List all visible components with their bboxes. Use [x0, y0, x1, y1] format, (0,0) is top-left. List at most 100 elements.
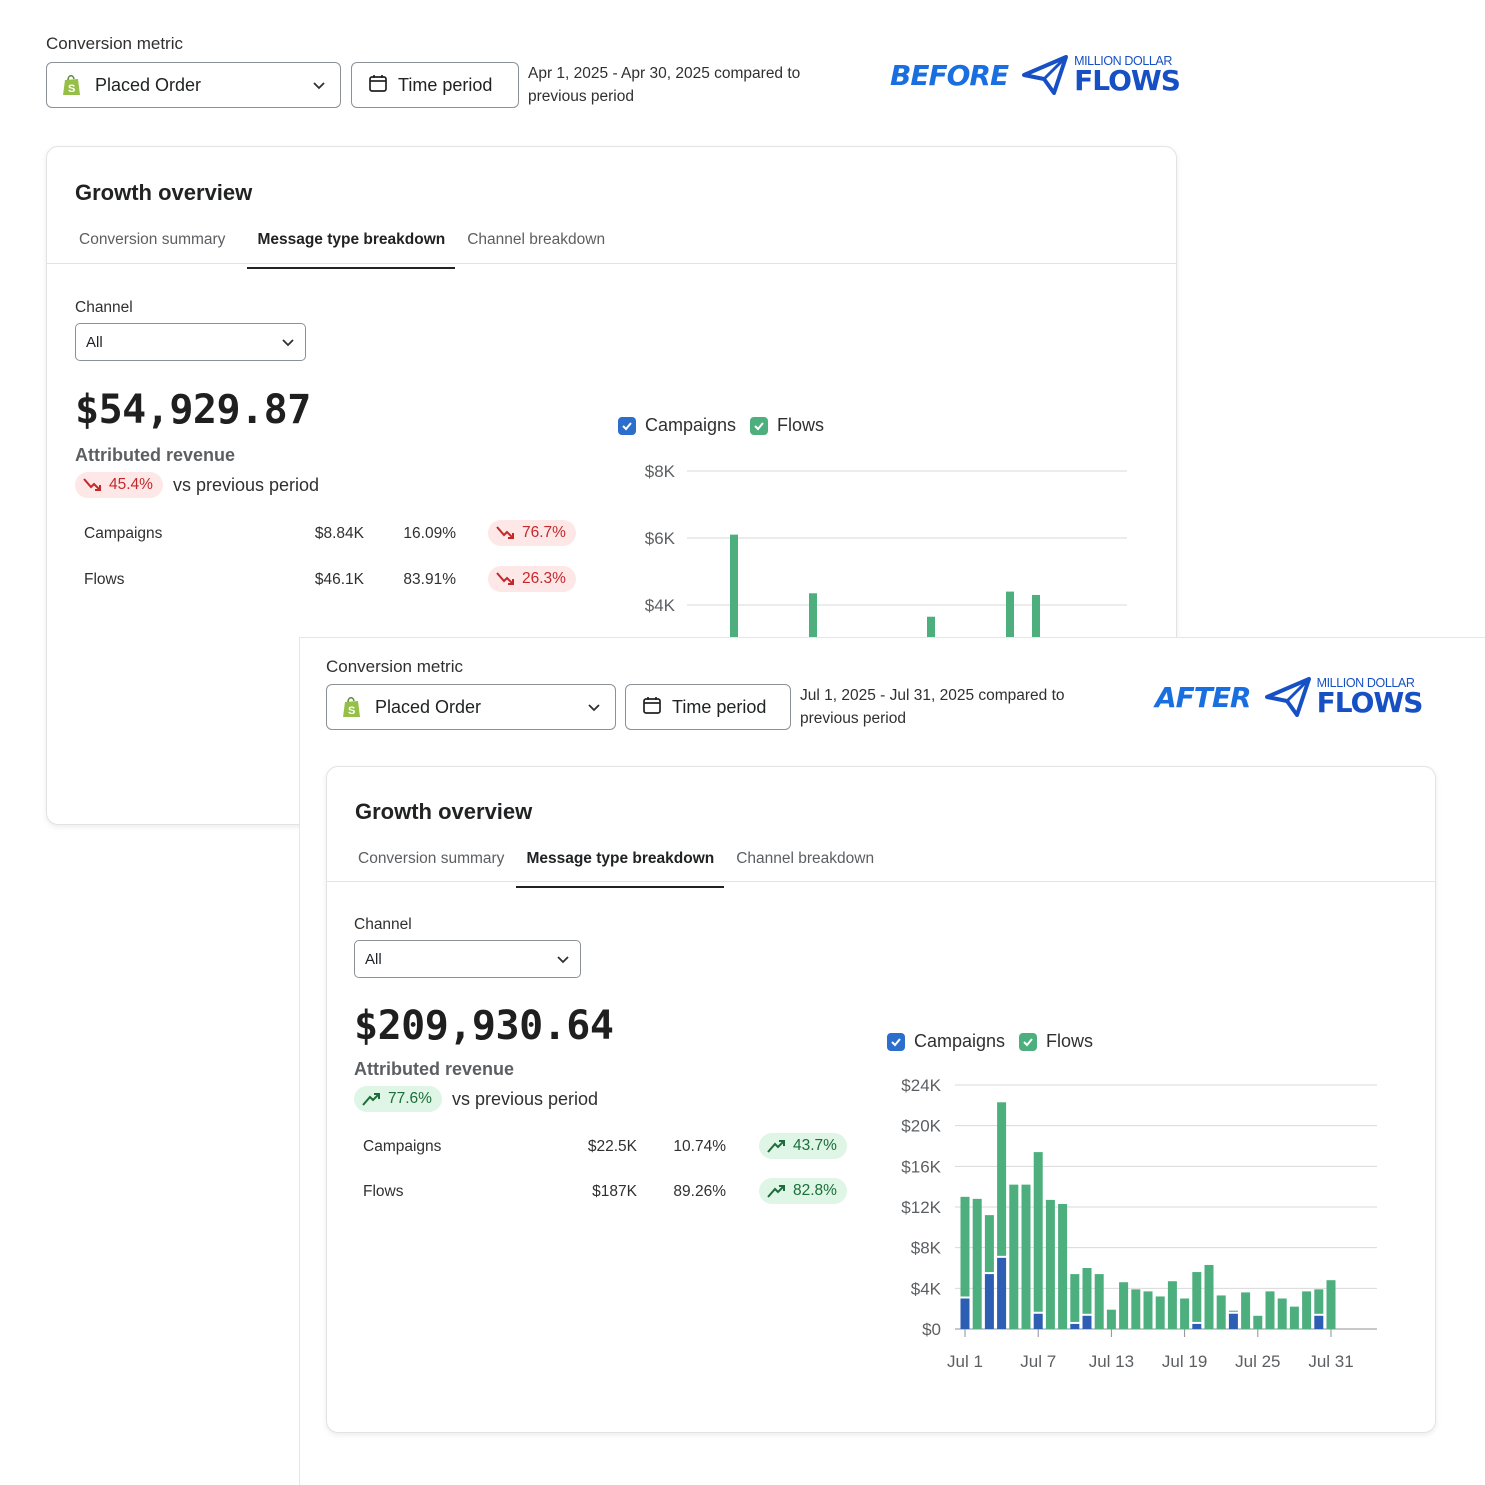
- tab-message-type-breakdown[interactable]: Message type breakdown: [247, 231, 456, 269]
- bar-flows: [1045, 1199, 1055, 1329]
- revenue-change: 45.4% vs previous period: [75, 472, 319, 498]
- time-period-label: Time period: [672, 696, 767, 717]
- bar-flows: [1192, 1272, 1202, 1322]
- chevron-down-icon: [312, 78, 326, 92]
- attributed-revenue-label: Attributed revenue: [75, 445, 236, 465]
- brand-big: FLOWS: [1074, 63, 1181, 97]
- period-line-2: previous period: [528, 88, 634, 105]
- checkbox-checked-icon[interactable]: [750, 416, 769, 435]
- revenue-change: 77.6% vs previous period: [354, 1086, 598, 1112]
- x-tick-label: Jul 1: [947, 1352, 983, 1371]
- bar-flows: [730, 534, 738, 647]
- bar-flows: [1265, 1291, 1275, 1329]
- paper-plane-logo-icon: [1022, 55, 1069, 95]
- bar-flows: [1021, 1184, 1031, 1329]
- legend-label: Flows: [777, 415, 825, 435]
- legend-label: Campaigns: [914, 1031, 1006, 1051]
- channel-value: All: [86, 333, 103, 351]
- tab-bar: Conversion summary Message type breakdow…: [348, 850, 884, 888]
- chevron-down-icon: [556, 952, 570, 966]
- y-tick-label: $12K: [901, 1198, 941, 1217]
- shopify-bag-icon: S: [341, 695, 363, 719]
- legend-campaigns[interactable]: Campaigns: [618, 415, 736, 436]
- change-badge: 77.6%: [354, 1086, 442, 1112]
- bar-flows: [1289, 1306, 1299, 1329]
- bar-flows: [1277, 1298, 1287, 1329]
- row-share: 16.09%: [403, 525, 456, 542]
- bar-flows: [1032, 594, 1040, 647]
- row-name: Flows: [363, 1183, 404, 1200]
- vs-previous-label: vs previous period: [172, 474, 320, 495]
- row-change-badge: 26.3%: [488, 566, 576, 592]
- chart-legend: Campaigns Flows: [618, 415, 838, 436]
- tab-message-type-breakdown[interactable]: Message type breakdown: [516, 850, 725, 888]
- attributed-revenue-label: Attributed revenue: [354, 1059, 515, 1079]
- row-amount: $22.5K: [587, 1138, 637, 1155]
- channel-select[interactable]: All: [75, 323, 306, 361]
- legend-label: Flows: [1046, 1031, 1094, 1051]
- checkbox-checked-icon[interactable]: [618, 416, 636, 435]
- tab-conversion-summary[interactable]: Conversion summary: [358, 850, 505, 867]
- bar-flows: [1228, 1310, 1238, 1312]
- y-tick-label: $4K: [911, 1279, 942, 1298]
- bar-flows: [1302, 1291, 1312, 1329]
- legend-campaigns[interactable]: Campaigns: [887, 1031, 1005, 1052]
- bar-flows: [1119, 1282, 1129, 1329]
- chevron-down-icon: [281, 335, 295, 349]
- shopify-bag-icon: S: [61, 73, 83, 97]
- bar-flows: [1070, 1274, 1080, 1322]
- bar-flows: [1167, 1281, 1177, 1329]
- row-name: Campaigns: [363, 1138, 442, 1155]
- conversion-metric-label: Conversion metric: [46, 34, 183, 53]
- tab-channel-breakdown[interactable]: Channel breakdown: [736, 850, 875, 867]
- chart-legend: Campaigns Flows: [887, 1031, 1107, 1052]
- after-badge: AFTER: [1155, 680, 1252, 714]
- calendar-icon: [368, 73, 388, 98]
- trend-down-icon: [496, 526, 514, 539]
- time-period-button[interactable]: Time period: [351, 62, 519, 108]
- y-tick-label: $8K: [911, 1239, 942, 1258]
- channel-value: All: [365, 950, 382, 968]
- trend-down-icon: [83, 478, 101, 491]
- conversion-metric-select[interactable]: S Placed Order: [326, 684, 616, 730]
- conversion-metric-select[interactable]: S Placed Order: [46, 62, 341, 108]
- y-tick-label: $6K: [645, 529, 676, 548]
- bar-flows: [1204, 1264, 1214, 1329]
- trend-up-icon: [362, 1093, 380, 1106]
- checkbox-checked-icon[interactable]: [1019, 1032, 1038, 1051]
- row-share: 83.91%: [403, 571, 456, 588]
- bar-flows: [1131, 1289, 1141, 1329]
- legend-flows[interactable]: Flows: [750, 415, 824, 436]
- y-tick-label: $16K: [901, 1157, 941, 1176]
- y-tick-label: $8K: [645, 462, 676, 481]
- y-tick-label: $0: [922, 1320, 941, 1339]
- x-tick-label: Jul 31: [1308, 1352, 1353, 1371]
- attributed-revenue-value: $54,929.87: [75, 387, 311, 433]
- change-value: 45.4%: [109, 476, 153, 493]
- brand-small: MILLION DOLLAR: [1316, 676, 1415, 691]
- after-brand: AFTER MILLION DOLLAR FLOWS: [1155, 676, 1424, 717]
- svg-text:S: S: [68, 83, 75, 95]
- bar-flows: [927, 616, 935, 647]
- row-share: 89.26%: [673, 1183, 726, 1200]
- row-share: 10.74%: [673, 1138, 726, 1155]
- legend-label: Campaigns: [645, 415, 737, 435]
- channel-select[interactable]: All: [354, 940, 581, 978]
- brand-name: MILLION DOLLAR FLOWS: [1316, 676, 1424, 717]
- x-tick-label: Jul 7: [1020, 1352, 1056, 1371]
- y-tick-label: $20K: [901, 1117, 941, 1136]
- paper-plane-logo-icon: [1264, 677, 1311, 717]
- channel-label: Channel: [75, 299, 133, 316]
- bar-campaigns: [1192, 1323, 1202, 1329]
- tab-channel-breakdown[interactable]: Channel breakdown: [467, 231, 606, 248]
- tab-conversion-summary[interactable]: Conversion summary: [79, 231, 226, 248]
- checkbox-checked-icon[interactable]: [887, 1032, 905, 1051]
- row-change-badge: 82.8%: [759, 1178, 847, 1204]
- row-change-badge: 43.7%: [759, 1133, 847, 1159]
- bar-flows: [1143, 1291, 1153, 1329]
- bar-flows: [1241, 1292, 1251, 1329]
- time-period-button[interactable]: Time period: [625, 684, 791, 730]
- tab-divider: [47, 263, 1176, 264]
- legend-flows[interactable]: Flows: [1019, 1031, 1093, 1052]
- bar-campaigns: [1070, 1323, 1080, 1329]
